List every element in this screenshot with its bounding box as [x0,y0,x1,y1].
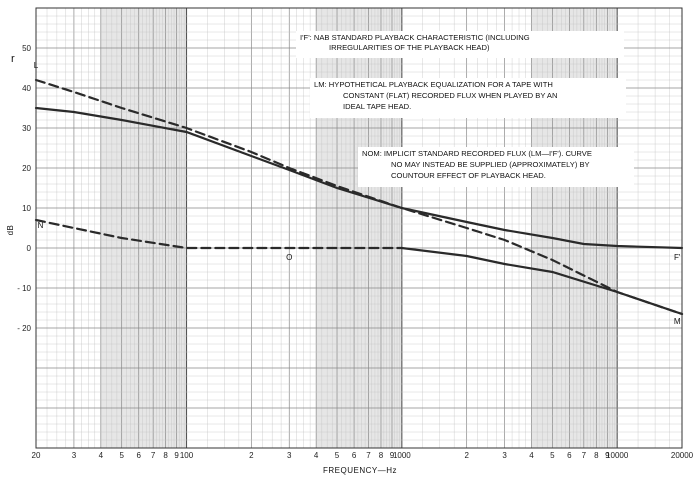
annotation-line: COUNTOUR EFFECT OF PLAYBACK HEAD. [391,171,546,180]
x-tick-label: 8 [163,451,168,460]
annotation-line: CONSTANT (FLAT) RECORDED FLUX WHEN PLAYE… [343,91,558,100]
y-tick-label: 50 [22,44,31,53]
x-tick-label: 8 [594,451,599,460]
shade-band [100,8,187,448]
annotations: I'F': NAB STANDARD PLAYBACK CHARACTERIST… [296,31,634,187]
series-line [34,78,684,316]
x-tick-label: 4 [99,451,104,460]
annotation-box [310,78,626,118]
x-tick-label: 9 [174,451,179,460]
x-tick-label: 1000 [393,451,411,460]
series-line [400,246,684,316]
annotation-line: NOM: IMPLICIT STANDARD RECORDED FLUX (LM… [362,149,592,158]
x-tick-label: 4 [529,451,534,460]
x-tick-label: 20 [32,451,41,460]
x-tick-label: 9 [605,451,610,460]
x-tick-label: 10000 [606,451,629,460]
x-tick-label: 7 [151,451,156,460]
y-axis-title: dB [6,225,15,236]
x-tick-label: 6 [567,451,572,460]
y-tick-label: 20 [22,164,31,173]
x-tick-label: 5 [550,451,555,460]
x-tick-label: 2 [249,451,254,460]
x-tick-label: 6 [137,451,142,460]
annotation-line: NO MAY INSTEAD BE SUPPLIED (APPROXIMATEL… [391,160,590,169]
x-tick-label: 5 [119,451,124,460]
y-tick-label: 30 [22,124,31,133]
x-tick-label: 3 [287,451,292,460]
x-tick-label: 5 [335,451,340,460]
curve-label: F' [674,253,681,262]
series-line [34,218,403,250]
x-axis-title: FREQUENCY—Hz [323,466,397,475]
annotation-line: LM: HYPOTHETICAL PLAYBACK EQUALIZATION F… [314,80,553,89]
shade-band [316,8,402,448]
shade-band [531,8,618,448]
y-tick-label: 0 [27,244,32,253]
x-tick-label: 6 [352,451,357,460]
x-tick-label: 2 [464,451,469,460]
x-tick-label: 7 [582,451,587,460]
x-tick-label: 3 [72,451,77,460]
y-tick-label: - 10 [17,284,31,293]
y-tick-label: 40 [22,84,31,93]
y-tick-label: - 20 [17,324,31,333]
x-tick-label: 3 [502,451,507,460]
x-tick-label: 7 [366,451,371,460]
x-tick-label: 9 [390,451,395,460]
curves [34,78,684,316]
annotation-line: IDEAL TAPE HEAD. [343,102,411,111]
curve-label: M [674,317,681,326]
shade-bands [100,8,618,448]
curve-label: N [38,221,44,230]
x-tick-label: 100 [180,451,194,460]
x-tick-label: 20000 [671,451,694,460]
annotation-box [296,31,624,58]
annotation-line: IRREGULARITIES OF THE PLAYBACK HEAD) [329,43,490,52]
x-tick-label: 8 [379,451,384,460]
annotation-line: I'F': NAB STANDARD PLAYBACK CHARACTERIST… [300,33,530,42]
curve-label: O [286,253,292,262]
x-tick-label: 4 [314,451,319,460]
y-tick-label: 10 [22,204,31,213]
annotation-box [358,147,634,187]
plot-frame [35,7,683,449]
edge-text: r [11,53,15,65]
